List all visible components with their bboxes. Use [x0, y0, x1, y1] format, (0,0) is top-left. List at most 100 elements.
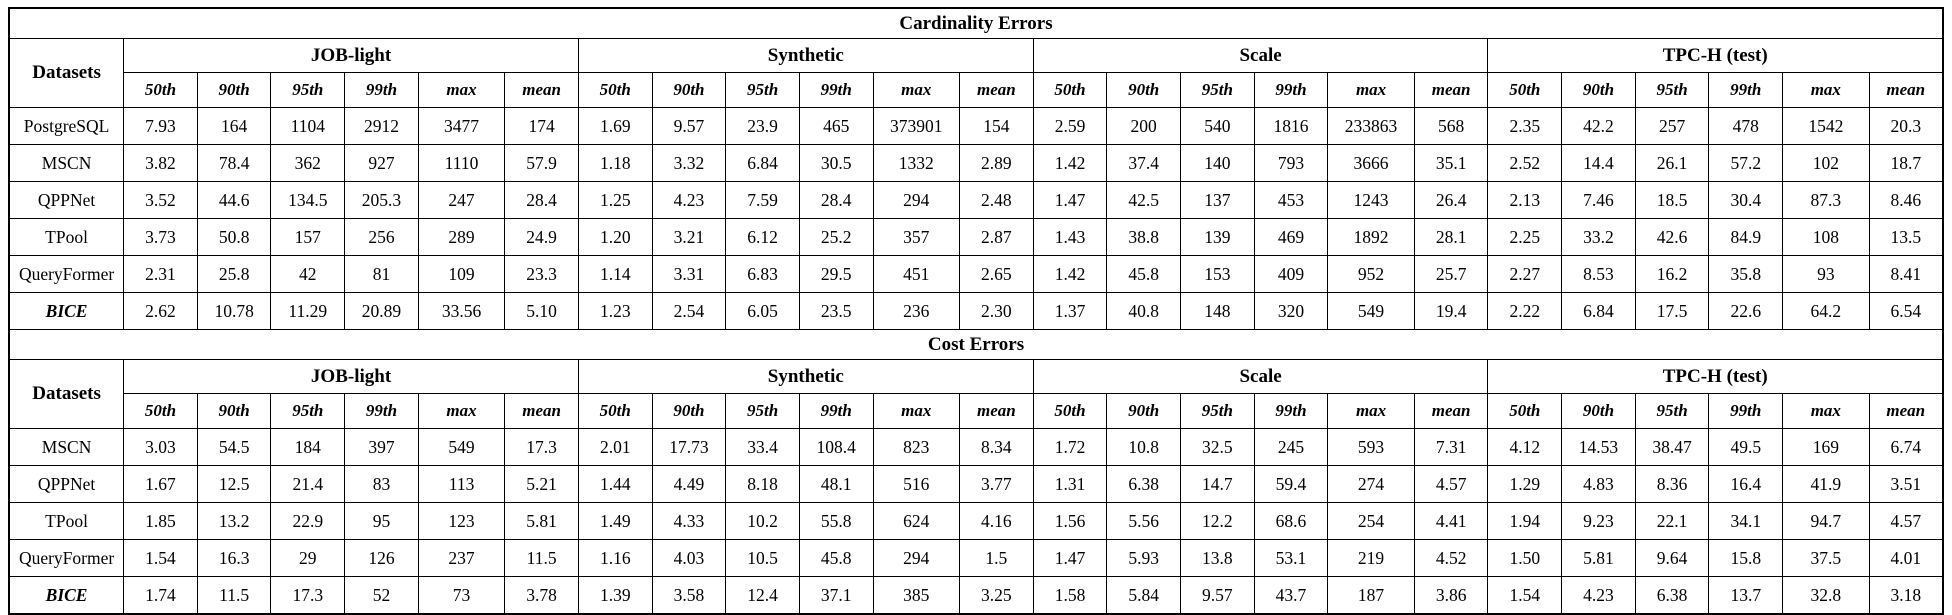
value-cell: 10.2 [725, 502, 800, 540]
value-cell: 289 [417, 218, 506, 256]
value-cell: 49.5 [1708, 428, 1784, 466]
value-cell: 42.5 [1106, 181, 1181, 219]
value-cell: 3.86 [1413, 576, 1489, 615]
value-cell: 43.7 [1253, 576, 1329, 615]
value-cell: 6.38 [1106, 465, 1181, 503]
value-cell: 94.7 [1782, 502, 1870, 540]
value-cell: 16.4 [1708, 465, 1784, 503]
dataset-name: QueryFormer [8, 539, 125, 577]
value-cell: 1.31 [1032, 465, 1108, 503]
value-cell: 516 [872, 465, 961, 503]
value-cell: 952 [1327, 255, 1415, 293]
group-header: Synthetic [577, 359, 1034, 394]
value-cell: 2.01 [577, 428, 653, 466]
value-cell: 33.4 [725, 428, 800, 466]
value-cell: 4.16 [959, 502, 1034, 540]
value-cell: 257 [1634, 107, 1710, 145]
value-cell: 1542 [1782, 107, 1870, 145]
value-cell: 19.4 [1413, 292, 1489, 330]
value-cell: 624 [872, 502, 961, 540]
percentile-header: 90th [196, 72, 272, 108]
value-cell: 3.18 [1868, 576, 1944, 615]
percentile-header: 90th [1106, 393, 1181, 429]
value-cell: 1.5 [959, 539, 1034, 577]
value-cell: 2.89 [959, 144, 1034, 182]
value-cell: 1.94 [1487, 502, 1563, 540]
dataset-name: MSCN [8, 428, 125, 466]
value-cell: 13.5 [1868, 218, 1944, 256]
percentile-header: 90th [1561, 72, 1636, 108]
value-cell: 95 [344, 502, 419, 540]
percentile-header: 90th [1561, 393, 1636, 429]
percentile-header: 50th [123, 393, 198, 429]
value-cell: 1.58 [1032, 576, 1108, 615]
value-cell: 24.9 [504, 218, 579, 256]
value-cell: 540 [1180, 107, 1255, 145]
value-cell: 2.30 [959, 292, 1034, 330]
value-cell: 13.2 [196, 502, 272, 540]
value-cell: 23.3 [504, 255, 579, 293]
value-cell: 12.4 [725, 576, 800, 615]
value-cell: 1.23 [577, 292, 653, 330]
percentile-header: max [1782, 72, 1870, 108]
value-cell: 549 [417, 428, 506, 466]
value-cell: 4.33 [651, 502, 727, 540]
value-cell: 18.7 [1868, 144, 1944, 182]
percentile-header: mean [959, 393, 1034, 429]
percentile-header: 99th [344, 393, 419, 429]
value-cell: 1.85 [123, 502, 198, 540]
section-title: Cardinality Errors [8, 7, 1944, 39]
value-cell: 15.8 [1708, 539, 1784, 577]
value-cell: 108.4 [798, 428, 874, 466]
value-cell: 4.23 [1561, 576, 1636, 615]
percentile-header: 50th [1487, 72, 1563, 108]
value-cell: 164 [196, 107, 272, 145]
value-cell: 137 [1180, 181, 1255, 219]
value-cell: 7.46 [1561, 181, 1636, 219]
value-cell: 1.47 [1032, 539, 1108, 577]
value-cell: 25.2 [798, 218, 874, 256]
value-cell: 8.34 [959, 428, 1034, 466]
value-cell: 32.8 [1782, 576, 1870, 615]
value-cell: 4.01 [1868, 539, 1944, 577]
value-cell: 4.03 [651, 539, 727, 577]
percentile-header: 95th [270, 72, 346, 108]
percentile-header: 90th [651, 393, 727, 429]
value-cell: 84.9 [1708, 218, 1784, 256]
value-cell: 78.4 [196, 144, 272, 182]
value-cell: 11.29 [270, 292, 346, 330]
value-cell: 357 [872, 218, 961, 256]
value-cell: 17.3 [504, 428, 579, 466]
value-cell: 1.18 [577, 144, 653, 182]
value-cell: 33.2 [1561, 218, 1636, 256]
value-cell: 64.2 [1782, 292, 1870, 330]
value-cell: 10.5 [725, 539, 800, 577]
value-cell: 237 [417, 539, 506, 577]
datasets-header: Datasets [8, 38, 125, 108]
table-row: BICE 2.62 10.78 11.29 20.89 33.56 5.10 1.23 2.54… [8, 292, 1944, 330]
value-cell: 1.39 [577, 576, 653, 615]
percentile-header: 90th [196, 393, 272, 429]
value-cell: 169 [1782, 428, 1870, 466]
percentile-header: 50th [1032, 72, 1108, 108]
value-cell: 174 [504, 107, 579, 145]
value-cell: 1.37 [1032, 292, 1108, 330]
value-cell: 8.41 [1868, 255, 1944, 293]
value-cell: 236 [872, 292, 961, 330]
table-row: QPPNet 3.52 44.6 134.5 205.3 247 28.4 1.25 4.23 7… [8, 181, 1944, 219]
value-cell: 3666 [1327, 144, 1415, 182]
value-cell: 154 [959, 107, 1034, 145]
value-cell: 1332 [872, 144, 961, 182]
value-cell: 478 [1708, 107, 1784, 145]
value-cell: 54.5 [196, 428, 272, 466]
dataset-name: PostgreSQL [8, 107, 125, 145]
section-0: Cardinality Errors Datasets JOB-light Synth… [8, 7, 1944, 330]
percentile-header: mean [1868, 393, 1944, 429]
value-cell: 139 [1180, 218, 1255, 256]
value-cell: 200 [1106, 107, 1181, 145]
percentile-header: mean [504, 393, 579, 429]
value-cell: 1243 [1327, 181, 1415, 219]
value-cell: 6.54 [1868, 292, 1944, 330]
value-cell: 453 [1253, 181, 1329, 219]
percentile-header: mean [504, 72, 579, 108]
